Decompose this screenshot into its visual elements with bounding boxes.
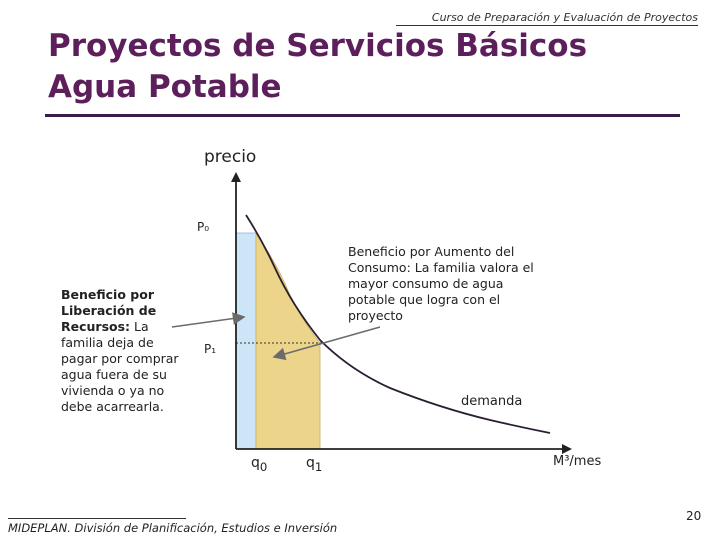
resource-release-note: Beneficio por Liberación de Recursos: La… [61, 287, 191, 415]
q0-letter: q [251, 455, 260, 471]
q1-subscript: 1 [314, 459, 323, 474]
footer-divider [8, 518, 186, 519]
consumption-area [255, 231, 321, 450]
y-axis-label: precio [204, 147, 257, 167]
p0-label: P₀ [197, 220, 210, 234]
q1-label: q1 [306, 455, 322, 474]
course-header: Curso de Preparación y Evaluación de Pro… [396, 11, 698, 26]
resource-release-note-title: Beneficio por Liberación de Recursos: [61, 287, 157, 334]
x-axis-unit-label: M³/mes [553, 454, 602, 469]
title-line-1: Proyectos de Servicios Básicos [48, 28, 588, 64]
title-line-2: Agua Potable [48, 69, 282, 105]
q0-label: q0 [251, 455, 267, 474]
q0-subscript: 0 [259, 459, 268, 474]
x-axis-arrow-icon [562, 444, 572, 454]
demand-curve-label: demanda [461, 394, 523, 409]
consumption-increase-note: Beneficio por Aumento del Consumo: La fa… [348, 244, 548, 324]
q1-letter: q [306, 455, 315, 471]
footer-source: MIDEPLAN. División de Planificación, Est… [8, 521, 338, 535]
consumption-increase-note-text: : La familia valora el mayor consumo de … [348, 260, 534, 323]
consumption-increase-note-title: Beneficio por Aumento del Consumo [348, 244, 515, 275]
left-note-pointer [171, 312, 246, 328]
right-note-pointer [272, 326, 381, 361]
y-axis-arrow-icon [231, 172, 241, 182]
slide-title: Proyectos de Servicios Básicos Agua Pota… [48, 26, 587, 108]
p1-label: P₁ [204, 342, 217, 356]
page-number: 20 [686, 509, 702, 523]
title-underline [45, 114, 680, 117]
demand-curve [245, 214, 551, 434]
savings-area [235, 232, 257, 450]
resource-release-note-text: La familia deja de pagar por comprar agu… [61, 319, 179, 414]
